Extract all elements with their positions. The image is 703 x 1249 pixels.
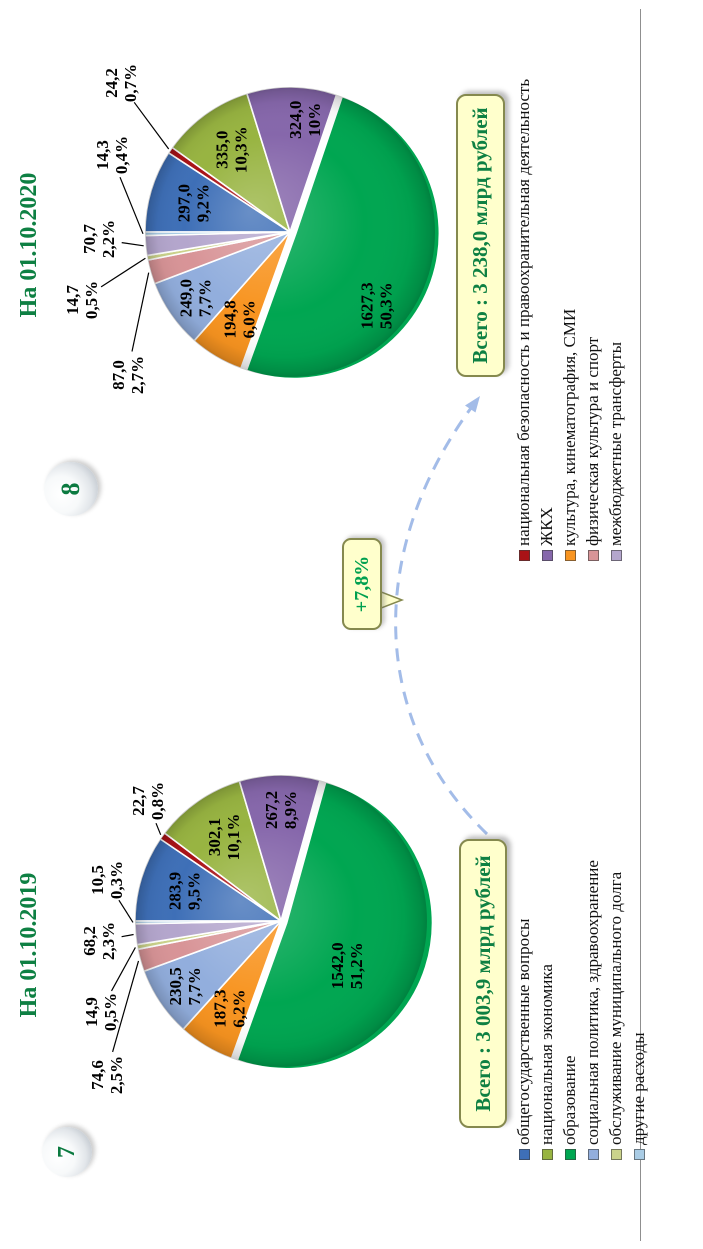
total-box-2020: Всего : 3 238,0 млрд рублей	[456, 94, 505, 377]
legend-label: национальная экономика	[537, 964, 556, 1145]
leader-line	[118, 899, 134, 923]
legend-label: межбюджетные трансферты	[606, 342, 625, 546]
legend-label: другие расходы	[629, 1032, 648, 1145]
leader-line	[119, 176, 144, 235]
leader-line	[100, 257, 146, 288]
legend-item: социальная политика, здравоохранение	[583, 860, 603, 1160]
leader-line	[121, 933, 134, 938]
legend-label: ЖКХ	[537, 507, 556, 546]
legend-label: обслуживание муниципального долга	[606, 871, 625, 1145]
slice-label: 302,110,1%	[205, 814, 243, 861]
chart-title-2019: На 01.10.2019	[16, 872, 42, 1018]
legend-item: межбюджетные трансферты	[606, 342, 626, 561]
leader-line	[133, 101, 170, 150]
slice-label-outside: 22,70,8%	[129, 782, 167, 820]
slice-label: 249,07,7%	[177, 279, 215, 317]
legend-swatch	[564, 1149, 576, 1160]
leader-line	[121, 242, 144, 247]
slice-label-outside: 87,02,7%	[109, 356, 147, 394]
slice-label: 324,010%	[286, 101, 324, 139]
pie-2019: 283,99,5% 22,70,8% 302,110,1% 267,28,9% 1542…	[80, 774, 434, 1094]
slice-label-outside: 14,70,5%	[63, 281, 101, 319]
legend-swatch	[610, 1149, 622, 1160]
growth-arrow-head	[465, 396, 480, 413]
slice-label: 187,36,2%	[210, 990, 248, 1028]
legend-swatch	[518, 1149, 530, 1160]
growth-callout: +7,8%	[342, 538, 382, 630]
slice-label: 283,99,5%	[165, 872, 203, 910]
leader-line	[155, 822, 162, 836]
legend-label: культура, кинематография, СМИ	[560, 308, 579, 546]
leader-line	[112, 960, 140, 1053]
legend-item: общегосударственные вопросы	[514, 919, 534, 1160]
slice-label-outside: 68,22,3%	[80, 922, 118, 960]
legend-item: физическая культура и спорт	[583, 337, 603, 561]
chart-title-2020: На 01.10.2020	[16, 172, 42, 318]
legend-label: социальная политика, здравоохранение	[583, 860, 602, 1145]
legend-swatch	[541, 1149, 553, 1160]
slice-label: 267,28,9%	[262, 791, 300, 829]
total-box-2019: Всего : 3 003,9 млрд рублей	[459, 839, 507, 1128]
slice-label: 335,010,3%	[213, 126, 251, 173]
slice-label: 297,09,2%	[175, 184, 213, 222]
slice-label-outside: 24,20,7%	[102, 64, 140, 102]
leader-line	[110, 947, 136, 992]
pie-2020: 297,09,2% 24,20,7% 335,010,3% 324,010% 1627,…	[63, 64, 441, 394]
legend-item: обслуживание муниципального долга	[606, 872, 626, 1160]
slice-label-outside: 10,50,3%	[88, 861, 126, 899]
slice-label: 230,57,7%	[166, 967, 204, 1005]
slice-label: 194,86,0%	[220, 300, 258, 338]
legend-label: образование	[560, 1055, 579, 1145]
slice-label: 1542,051,2%	[328, 942, 366, 989]
slice-label-outside: 14,90,5%	[82, 993, 120, 1031]
slice-label-outside: 70,72,2%	[80, 220, 118, 258]
legend-swatch	[518, 550, 530, 561]
legend-label: физическая культура и спорт	[583, 336, 602, 546]
page-badge-8: 8	[44, 462, 98, 516]
legend-swatch	[564, 550, 576, 561]
leader-line	[131, 272, 150, 352]
legend-item: другие расходы	[629, 1032, 649, 1160]
legend-label: общегосударственные вопросы	[514, 918, 533, 1145]
legend-swatch	[587, 1149, 599, 1160]
legend-item: культура, кинематография, СМИ	[560, 309, 580, 561]
legend-item: образование	[560, 1056, 580, 1160]
legend-swatch	[610, 550, 622, 561]
legend-swatch	[541, 550, 553, 561]
legend-item: национальная экономика	[537, 964, 557, 1160]
legend-item: ЖКХ	[537, 507, 557, 561]
page-badge-7: 7	[42, 1127, 92, 1177]
legend-swatch	[587, 550, 599, 561]
slice-label: 1627,350,3%	[357, 282, 395, 329]
legend-swatch	[633, 1149, 645, 1160]
legend-label: национальная безопасность и правоохранит…	[514, 78, 533, 546]
slice-label-outside: 74,62,5%	[88, 1056, 126, 1094]
slice-label-outside: 14,30,4%	[93, 136, 131, 174]
legend-item: национальная безопасность и правоохранит…	[514, 79, 534, 561]
growth-arrow-arc	[394, 407, 489, 836]
